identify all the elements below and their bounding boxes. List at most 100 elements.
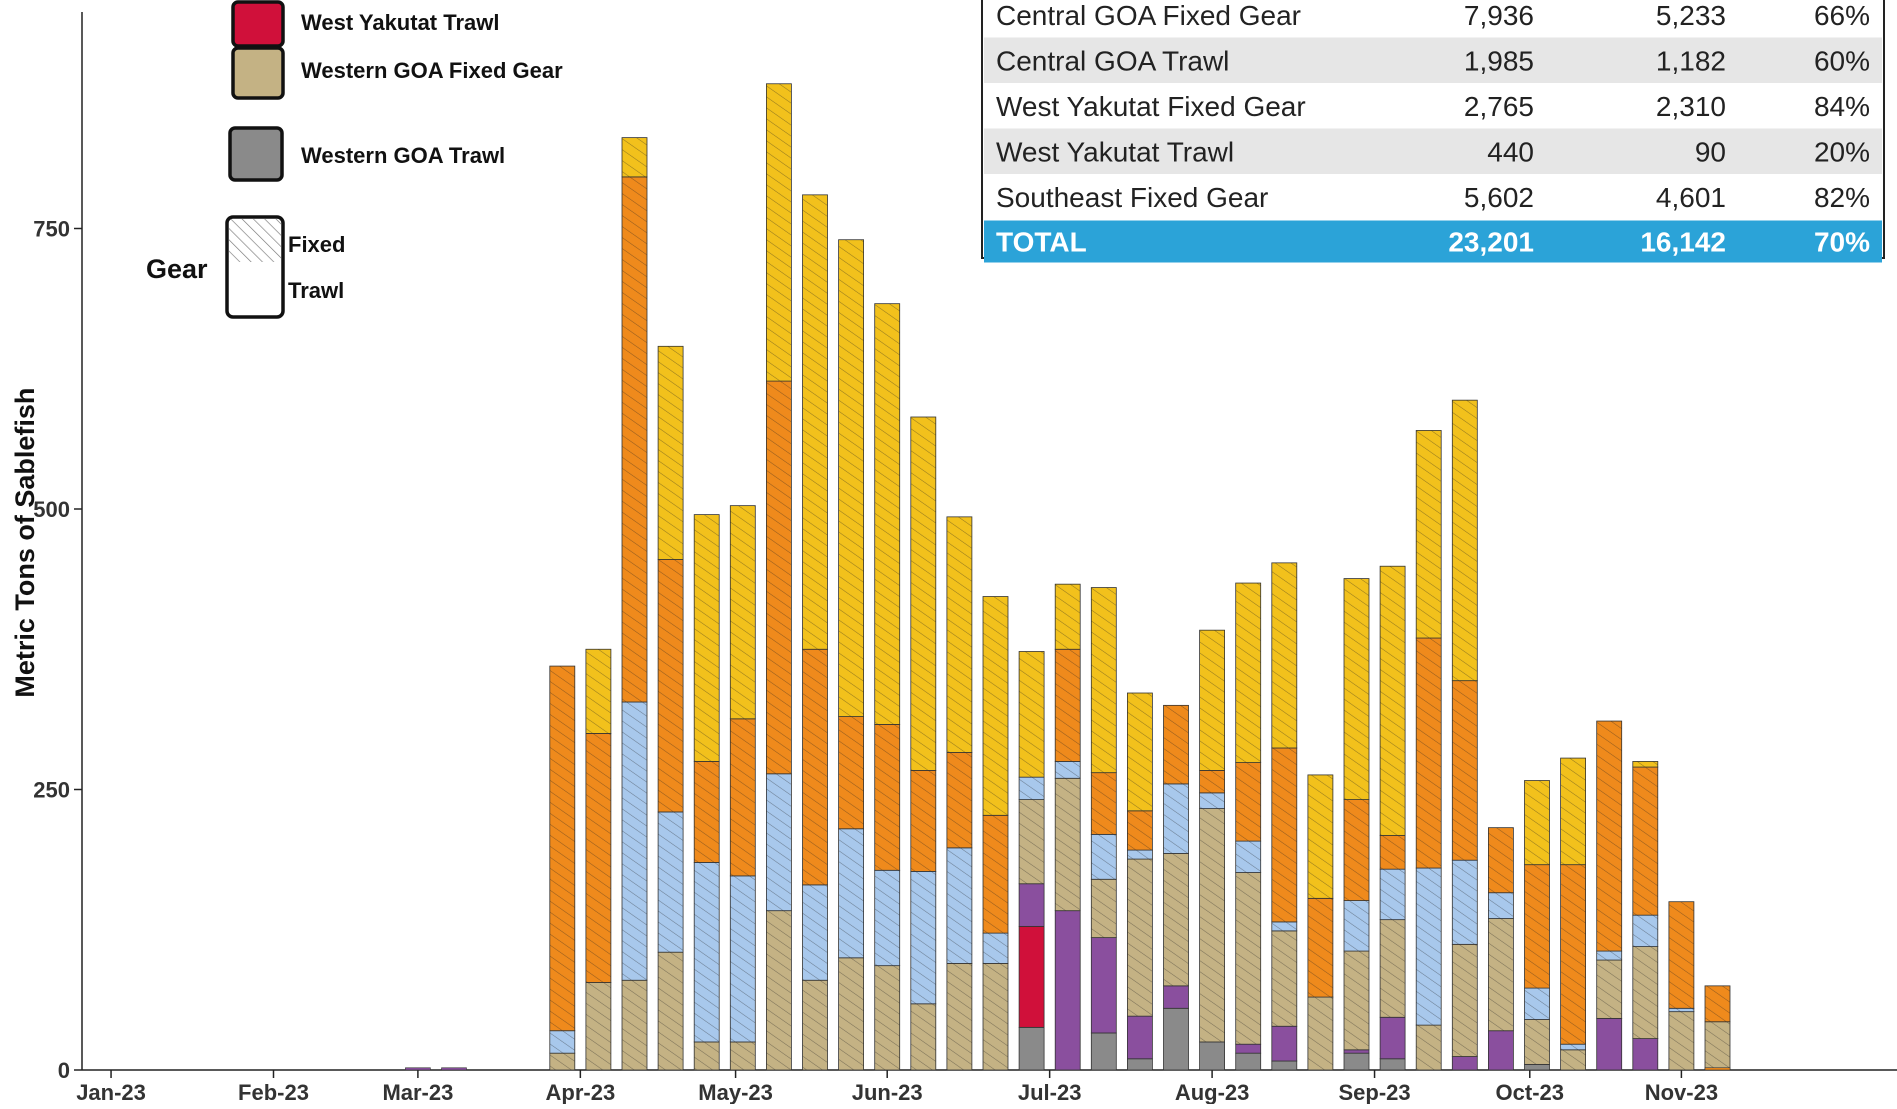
bar-hatch: [1344, 578, 1369, 800]
bar-hatch: [1380, 869, 1406, 920]
x-tick-label: Jul-23: [1018, 1080, 1082, 1104]
bar-hatch: [1632, 767, 1658, 916]
bar-hatch: [946, 752, 972, 848]
table-row: [984, 37, 1882, 83]
bar-hatch: [1055, 584, 1081, 650]
bar-hatch: [802, 194, 828, 650]
bar-outline: [1488, 827, 1514, 894]
bar-hatch: [1632, 761, 1658, 768]
table-row: [984, 0, 1882, 38]
bar-hatch: [1524, 988, 1550, 1020]
bar-hatch: [1452, 680, 1478, 861]
bar-segment-central-goa-trawl: [1488, 1030, 1514, 1070]
bar-hatch: [658, 346, 684, 560]
bar-outline: [1090, 587, 1117, 774]
summary-table: Central GOA Fixed Gear 7,936 5,233 66% Centr…: [981, 0, 1885, 263]
table-cell-v2: 4,601: [1656, 182, 1726, 213]
bar-outline: [766, 83, 792, 382]
bar-hatch: [1127, 810, 1153, 851]
bar-hatch: [1705, 1021, 1730, 1070]
table-total-v1: 23,201: [1448, 227, 1534, 258]
bar-hatch: [1524, 1019, 1550, 1065]
bar-segment-central-goa-trawl: [1380, 1017, 1406, 1059]
table-cell-label: Central GOA Fixed Gear: [996, 0, 1301, 31]
bar-outline: [1018, 651, 1045, 778]
bar-hatch: [622, 701, 647, 981]
bar-hatch: [1163, 853, 1189, 986]
bar-segment-western-goa-trawl: [1271, 1061, 1297, 1070]
legend-gear-title: Gear: [146, 254, 208, 284]
bar-segment-western-goa-trawl: [1199, 1041, 1225, 1070]
bar-hatch: [622, 137, 647, 177]
bar-hatch: [1091, 587, 1117, 773]
bar-hatch: [585, 733, 611, 983]
bar-hatch: [1524, 780, 1550, 865]
bar-segment-central-goa-trawl: [1163, 985, 1189, 1009]
y-axis-title: Metric Tons of Sablefish: [10, 388, 40, 698]
table-cell-pct: 60%: [1814, 46, 1870, 77]
bar-hatch: [946, 847, 972, 964]
bar-hatch: [549, 1030, 575, 1054]
x-tick-label: Feb-23: [238, 1080, 309, 1104]
table-total-row: [984, 220, 1882, 263]
x-tick-label: Jun-23: [852, 1080, 923, 1104]
bar-hatch: [802, 980, 828, 1070]
legend: West Yakutat Trawl Western GOA Fixed Gear…: [146, 0, 563, 319]
bar-outline: [549, 665, 576, 1032]
bar-outline: [1379, 565, 1406, 836]
bar-hatch: [1235, 762, 1261, 842]
bar-hatch: [1632, 915, 1658, 947]
bar-hatch: [1055, 761, 1081, 779]
bar-outline: [1668, 901, 1695, 1009]
legend-label: West Yakutat Trawl: [301, 10, 500, 35]
bar-hatch: [730, 505, 756, 719]
bar-hatch: [1452, 400, 1478, 681]
bar-hatch: [1091, 879, 1117, 938]
bar-segment-central-goa-trawl: [1055, 910, 1081, 1070]
bar-hatch: [1271, 921, 1297, 931]
bar-hatch: [694, 761, 720, 863]
x-tick-label: Sep-23: [1338, 1080, 1410, 1104]
bar-hatch: [622, 980, 647, 1070]
bar-segment-central-goa-trawl: [1452, 1056, 1478, 1070]
bar-segment-western-goa-trawl: [1524, 1064, 1550, 1070]
table-cell-label: West Yakutat Fixed Gear: [996, 91, 1306, 122]
bar-hatch: [910, 416, 936, 771]
bar-outline: [621, 137, 648, 178]
bar-hatch: [1524, 864, 1550, 989]
bar-segment-central-goa-trawl: [1344, 1049, 1369, 1054]
table-cell-v2: 90: [1695, 137, 1726, 168]
bar-hatch: [874, 724, 900, 871]
x-tick-label: Apr-23: [546, 1080, 616, 1104]
bar-hatch: [1235, 583, 1261, 763]
bar-hatch: [1488, 892, 1514, 919]
table-cell-label: West Yakutat Trawl: [996, 137, 1234, 168]
table-row: [984, 83, 1882, 129]
bar-hatch: [694, 1041, 720, 1070]
table-row: [984, 128, 1882, 174]
bar-hatch: [1127, 859, 1153, 1017]
table-cell-pct: 84%: [1814, 91, 1870, 122]
bar-hatch: [1307, 774, 1333, 899]
bar-hatch: [658, 811, 684, 953]
bar-hatch: [1163, 705, 1189, 784]
y-tick-label: 250: [33, 778, 70, 803]
legend-swatch: [228, 126, 284, 182]
bar-hatch: [983, 596, 1008, 816]
bar-hatch: [549, 1053, 575, 1070]
bar-hatch: [766, 381, 792, 774]
table-cell-pct: 66%: [1814, 0, 1870, 31]
table-total-pct: 70%: [1814, 227, 1870, 258]
y-tick-label: 0: [58, 1058, 70, 1083]
table-cell-v1: 1,985: [1464, 46, 1534, 77]
bar-hatch: [946, 516, 972, 753]
table-cell-v1: 2,765: [1464, 91, 1534, 122]
bar-hatch: [1307, 997, 1333, 1070]
bar-hatch: [730, 1041, 756, 1070]
table-cell-pct: 20%: [1814, 137, 1870, 168]
table-cell-v2: 5,233: [1656, 0, 1726, 31]
bar-outline: [910, 416, 937, 771]
bar-hatch: [1055, 649, 1081, 762]
bar-hatch: [1416, 638, 1442, 869]
